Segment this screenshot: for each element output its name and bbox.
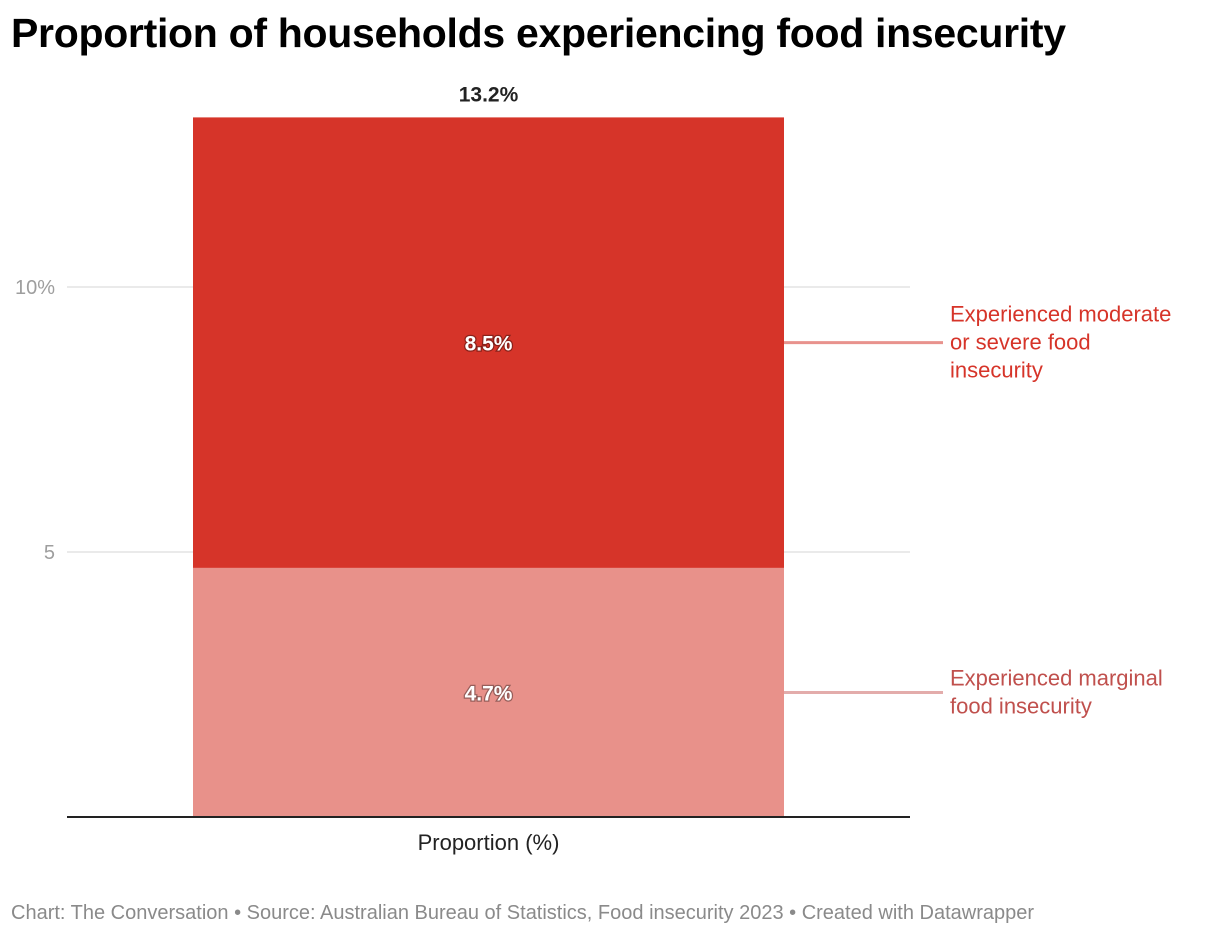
bar-segment-moderate-severe [193, 117, 784, 568]
y-tick-label: 10% [15, 277, 55, 299]
bar-value-label: 4.7% [465, 682, 513, 705]
series-label: Experienced moderate or severe food insecu… [950, 302, 1171, 383]
series-label-line: Experienced marginal [950, 665, 1163, 690]
bar-value-label: 8.5% [465, 333, 513, 356]
y-tick-label: 5 [44, 542, 55, 564]
x-category-label: Proportion (%) [418, 830, 560, 855]
series-label: Experienced marginal food insecurity [950, 665, 1163, 718]
series-label-line: insecurity [950, 358, 1043, 383]
chart-footer: Chart: The Conversation • Source: Austra… [11, 902, 1035, 924]
series-label-line: Experienced moderate [950, 302, 1171, 327]
series-label-line: or severe food [950, 330, 1091, 355]
series-label-line: food insecurity [950, 693, 1092, 718]
bar-total-label: 13.2% [459, 83, 519, 106]
bar-segment-marginal [193, 567, 784, 817]
chart-title: Proportion of households experiencing fo… [11, 10, 1066, 56]
